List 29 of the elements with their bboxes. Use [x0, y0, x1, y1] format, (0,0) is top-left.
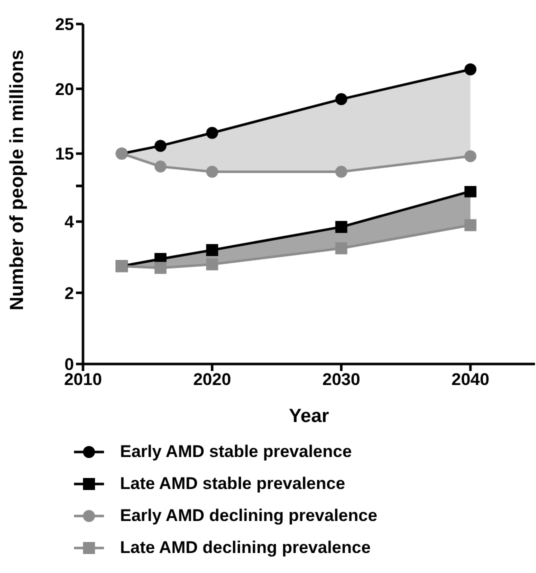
y-tick-label: 20 [55, 80, 74, 99]
legend-label: Late AMD stable prevalence [120, 474, 346, 494]
point [154, 262, 166, 274]
point [335, 220, 348, 233]
point [154, 140, 166, 152]
point [464, 219, 476, 232]
y-tick-label: 15 [55, 144, 74, 164]
point [464, 186, 476, 198]
point [335, 242, 348, 254]
point [206, 258, 218, 270]
point [464, 63, 476, 76]
y-axis-title: Number of people in millions [7, 50, 29, 310]
point [335, 166, 348, 178]
point [206, 126, 218, 139]
x-tick-label: 2020 [193, 370, 232, 390]
point [206, 244, 218, 256]
legend-label: Early AMD declining prevalence [120, 506, 378, 526]
y-tick-label: 2 [64, 284, 74, 303]
point [464, 150, 476, 162]
x-axis-title: Year [288, 406, 330, 427]
y-tick-label: 4 [64, 212, 75, 232]
legend-label: Late AMD declining prevalence [120, 538, 371, 558]
y-tick-label: 25 [55, 15, 74, 34]
point [335, 93, 348, 106]
legend-label: Early AMD stable prevalence [120, 442, 352, 462]
point [206, 166, 218, 178]
x-tick-label: 2030 [322, 370, 360, 390]
point [154, 160, 166, 173]
x-tick-label: 2040 [452, 370, 490, 390]
